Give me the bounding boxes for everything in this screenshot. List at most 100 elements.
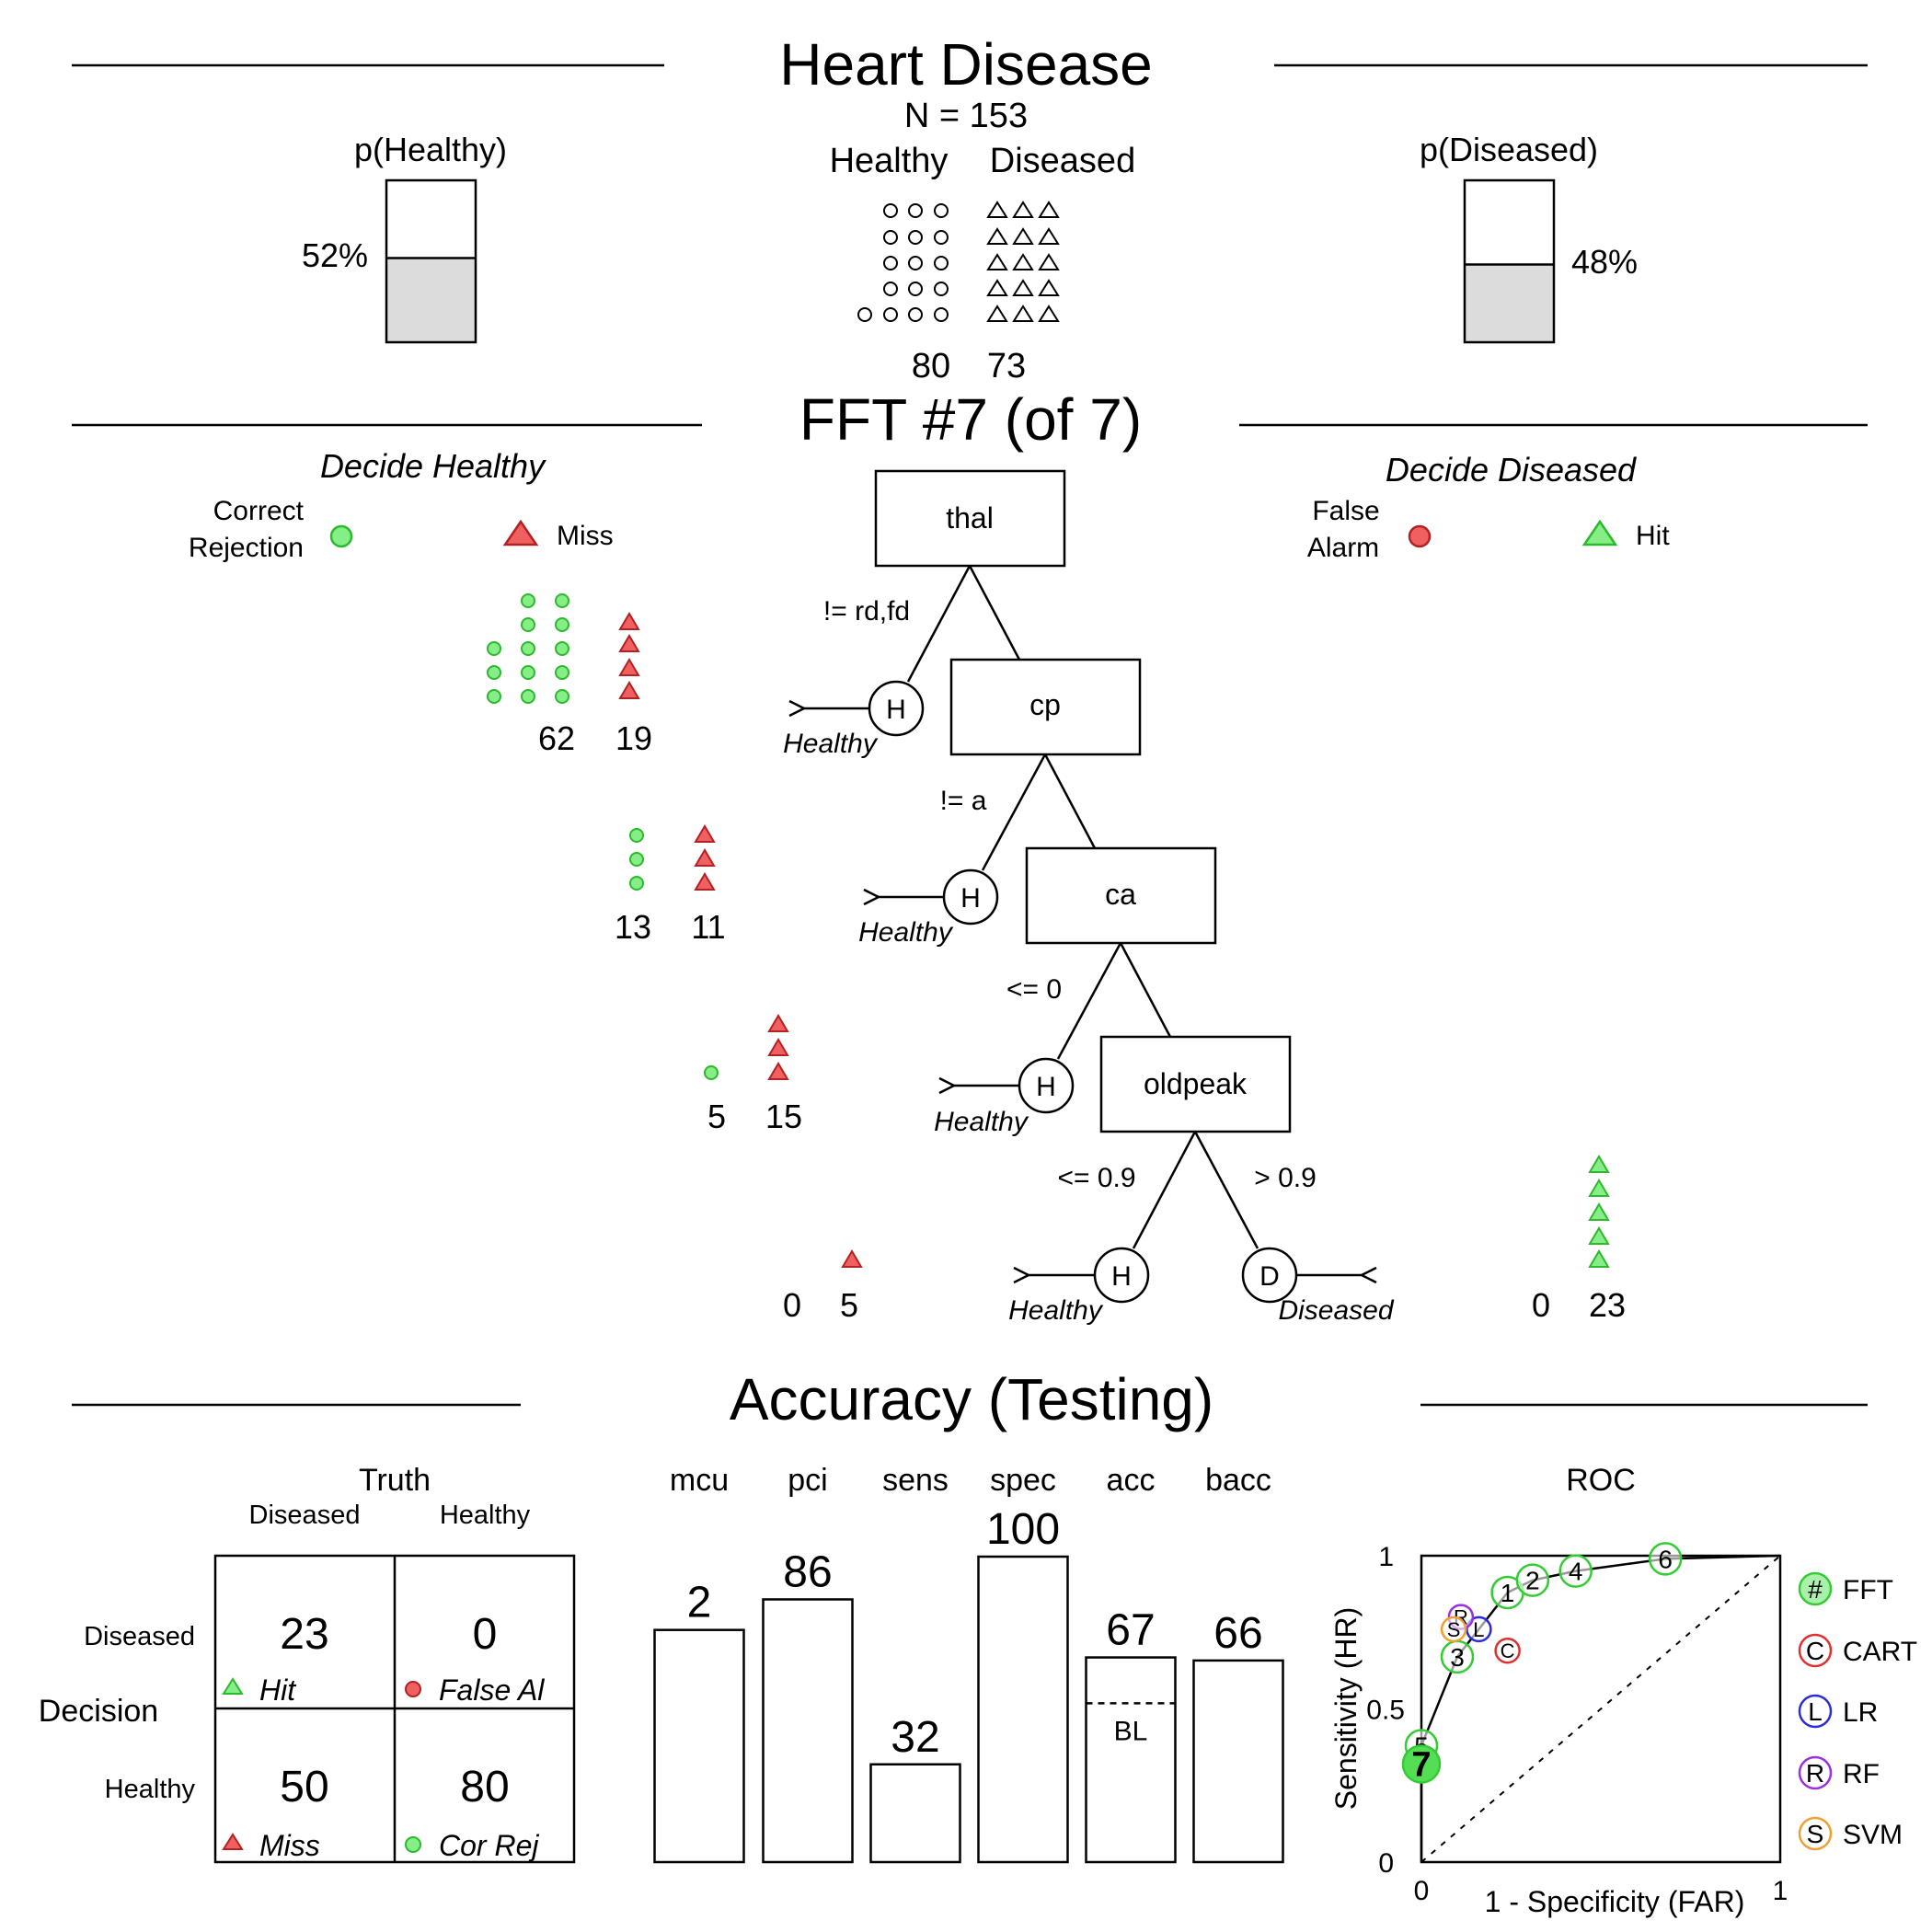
class-diseased-label: Diseased	[990, 142, 1135, 180]
icon-triangle	[618, 612, 640, 630]
legend-fa-line1: False	[1312, 496, 1379, 526]
row-diseased: Diseased	[84, 1622, 195, 1651]
roc-point-label: C	[1501, 1639, 1515, 1662]
cue-label: oldpeak	[1144, 1067, 1248, 1100]
healthy-circle-icon	[934, 282, 949, 296]
exit-right-decision: Diseased	[1278, 1295, 1394, 1326]
icon-circle	[629, 876, 644, 891]
exit-node-right	[1241, 1247, 1298, 1304]
n-label: N = 153	[904, 97, 1028, 135]
roc-point-cart	[1494, 1637, 1521, 1664]
diseased-triangle-icon	[986, 305, 1008, 322]
healthy-circle-icon	[934, 203, 949, 218]
icon-circle	[521, 617, 535, 632]
metric-bar-chart: mcu 2 pci 86 sens 32 spec 100 acc 67 BL bacc 66	[653, 1463, 1284, 1864]
decide-healthy-label: Decide Healthy	[320, 447, 546, 485]
metric-value-sens: 32	[891, 1713, 939, 1762]
metric-value-spec: 100	[986, 1505, 1060, 1554]
exit-node	[1093, 1247, 1150, 1304]
cell-hit-value: 23	[280, 1610, 328, 1659]
cr-circle-icon	[405, 1836, 421, 1853]
healthy-circle-icon	[934, 256, 949, 270]
roc-xtick: 0	[1414, 1876, 1430, 1906]
tree-node-cp: cp != a H Healthy	[858, 658, 1142, 948]
roc-xtick: 1	[1773, 1876, 1788, 1906]
col-healthy: Healthy	[440, 1501, 531, 1530]
diseased-triangle-icon	[986, 253, 1008, 270]
cue-box-thal	[874, 469, 1066, 568]
accuracy-title: Accuracy (Testing)	[730, 1366, 1213, 1432]
metric-label-spec: spec	[990, 1463, 1056, 1498]
exit-decision: Healthy	[1008, 1295, 1104, 1326]
cue-box-ca	[1025, 846, 1217, 945]
main-title: Heart Disease	[779, 31, 1153, 98]
header-section: Heart Disease N = 153 Healthy Diseased 8…	[72, 31, 1868, 385]
condition-label: != rd,fd	[823, 596, 910, 627]
level-icon-arrays	[487, 593, 1610, 1268]
tree-title: FFT #7 (of 7)	[799, 386, 1142, 453]
healthy-circle-icon	[908, 307, 923, 322]
roc-ytick: 0.5	[1366, 1696, 1405, 1726]
roc-xlabel: 1 - Specificity (FAR)	[1485, 1885, 1745, 1918]
exit-decision: Healthy	[934, 1107, 1029, 1137]
roc-legend-label: SVM	[1843, 1820, 1903, 1850]
roc-point-label: 2	[1525, 1567, 1540, 1595]
roc-legend-fft-icon	[1798, 1571, 1833, 1606]
branch-left	[981, 753, 1047, 871]
healthy-circle-icon	[908, 256, 923, 270]
p-healthy-fill	[386, 258, 476, 342]
roc-legend-symbol: #	[1808, 1575, 1823, 1604]
count-healthy: 80	[912, 347, 950, 385]
count-hit: 23	[1589, 1286, 1626, 1324]
diseased-triangle-icon	[1012, 305, 1034, 322]
icon-triangle	[767, 1014, 789, 1032]
cue-box-oldpeak	[1099, 1035, 1292, 1133]
roc-legend-label: RF	[1843, 1759, 1880, 1789]
branch-right	[968, 565, 1021, 661]
icon-circle	[521, 641, 535, 656]
accuracy-section: Accuracy (Testing) Truth Diseased Health…	[39, 1366, 1917, 1918]
count-cr: 13	[615, 908, 651, 946]
exit-node	[1018, 1057, 1075, 1114]
branch-left	[1132, 1131, 1197, 1249]
exit-node	[942, 868, 999, 926]
cue-label: ca	[1105, 878, 1136, 911]
count-miss: 15	[765, 1098, 802, 1135]
roc-point-lr	[1466, 1616, 1492, 1643]
legend-cr-line1: Correct	[213, 496, 305, 526]
legend-red-circle-icon	[1408, 524, 1432, 548]
cell-cr-value: 80	[460, 1763, 509, 1811]
metric-value-acc: 67	[1106, 1606, 1155, 1655]
icon-circle	[555, 665, 569, 680]
icon-circle	[629, 828, 644, 843]
diseased-triangle-icon	[1038, 227, 1060, 245]
icon-triangle	[694, 848, 716, 867]
branch-left	[906, 565, 972, 683]
healthy-circle-icon	[908, 282, 923, 296]
fa-circle-icon	[405, 1681, 421, 1697]
roc-legend-symbol: S	[1807, 1820, 1824, 1848]
cell-miss-value: 50	[280, 1763, 328, 1811]
legend-miss: Miss	[557, 521, 614, 551]
roc-legend-label: FFT	[1843, 1575, 1893, 1605]
diseased-triangle-icon	[1012, 201, 1034, 218]
class-healthy-label: Healthy	[830, 142, 949, 180]
metric-label-pci: pci	[788, 1463, 827, 1498]
roc-ytick: 1	[1378, 1542, 1394, 1572]
diseased-triangle-icon	[1012, 253, 1034, 270]
cell-hit-label: Hit	[259, 1673, 296, 1707]
exit-label: H	[1111, 1261, 1132, 1292]
condition-label: <= 0	[1006, 974, 1062, 1005]
p-diseased-label: p(Diseased)	[1420, 131, 1598, 168]
legend-hit: Hit	[1636, 521, 1670, 551]
roc-title: ROC	[1566, 1463, 1636, 1498]
confusion-matrix: Truth Diseased Healthy Diseased Healthy …	[39, 1463, 576, 1864]
diseased-triangle-icon	[1012, 279, 1034, 296]
metric-label-mcu: mcu	[670, 1463, 729, 1498]
tree-section: FFT #7 (of 7) Decide Healthy Decide Dise…	[72, 386, 1868, 1326]
icon-circle	[629, 852, 644, 867]
tree-node-ca: ca <= 0 H Healthy	[934, 846, 1217, 1137]
legend-cr-line2: Rejection	[189, 533, 304, 563]
exit-decision: Healthy	[783, 729, 879, 759]
